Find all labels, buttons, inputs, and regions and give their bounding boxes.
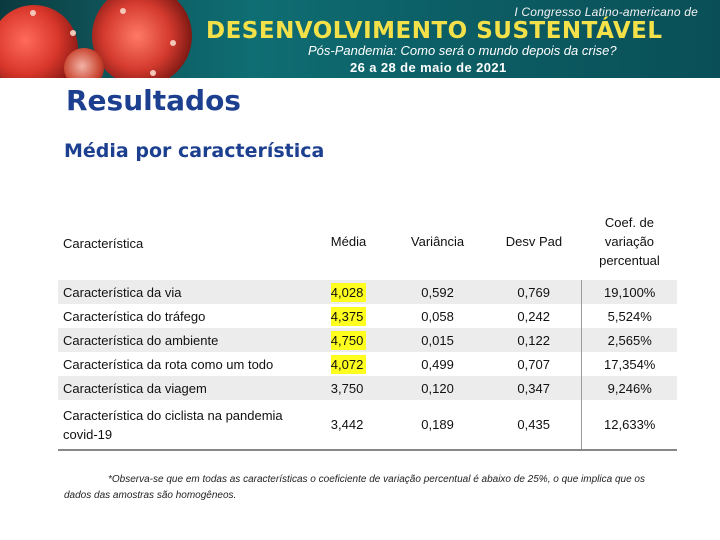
virus-spike <box>70 30 76 36</box>
table-row: Característica do ciclista na pandemia c… <box>58 400 677 450</box>
cell-std-dev: 0,707 <box>517 356 550 372</box>
table-row: Característica do ambiente 4,750 0,015 0,12… <box>58 328 677 352</box>
virus-illustration <box>92 0 192 78</box>
cell-std-dev: 0,435 <box>517 417 550 432</box>
cell-mean: 4,072 <box>313 352 389 376</box>
cell-mean: 4,028 <box>313 280 389 304</box>
cell-variance: 0,015 <box>421 332 454 348</box>
cell-std-dev: 0,769 <box>517 284 550 300</box>
header-variance: Variância <box>410 234 465 249</box>
virus-illustration <box>64 48 104 78</box>
cell-mean-highlight: 4,028 <box>330 282 367 302</box>
header-coef: Coef. de variação percentual <box>599 215 660 268</box>
virus-spike <box>120 8 126 14</box>
virus-spike <box>170 40 176 46</box>
results-table: Característica Média Variância Desv Pad … <box>58 203 677 451</box>
page-title: Resultados <box>66 84 241 117</box>
cell-characteristic: Característica do ambiente <box>63 332 219 348</box>
cell-coef: 2,565% <box>581 328 677 352</box>
cell-coef: 12,633% <box>581 400 677 450</box>
cell-mean-highlight: 4,072 <box>330 354 367 374</box>
cell-characteristic: Característica do ciclista na pandemia c… <box>63 407 283 442</box>
cell-variance: 0,058 <box>421 308 454 324</box>
header-std-dev: Desv Pad <box>505 234 563 249</box>
banner-title: DESENVOLVIMENTO SUSTENTÁVEL <box>206 18 663 44</box>
footnote-text: *Observa-se que em todas as característi… <box>64 474 645 501</box>
cell-characteristic: Característica do tráfego <box>63 308 206 324</box>
header-mean: Média <box>330 234 367 249</box>
cell-characteristic: Característica da rota como um todo <box>63 356 274 372</box>
cell-coef: 5,524% <box>581 304 677 328</box>
table-row: Característica da rota como um todo 4,072… <box>58 352 677 376</box>
table-row: Característica do tráfego 4,375 0,058 0,242… <box>58 304 677 328</box>
cell-mean: 3,442 <box>330 417 364 432</box>
cell-characteristic: Característica da viagem <box>63 380 207 396</box>
cell-mean: 3,750 <box>330 380 364 396</box>
cell-mean: 4,750 <box>313 328 389 352</box>
banner-subtitle-top: I Congresso Latino-americano de <box>514 5 698 19</box>
section-title: Média por característica <box>64 140 325 162</box>
event-banner: I Congresso Latino-americano de DESENVOL… <box>0 0 720 78</box>
cell-coef: 9,246% <box>581 376 677 400</box>
cell-mean-highlight: 4,750 <box>330 330 367 350</box>
table-body: Característica da via 4,028 0,592 0,769 19,1… <box>58 280 677 450</box>
cell-std-dev: 0,242 <box>517 308 550 324</box>
virus-spike <box>150 70 156 76</box>
cell-variance: 0,120 <box>421 380 454 396</box>
table-row: Característica da via 4,028 0,592 0,769 19,1… <box>58 280 677 304</box>
cell-std-dev: 0,347 <box>517 380 550 396</box>
cell-variance: 0,499 <box>421 356 454 372</box>
cell-coef: 17,354% <box>581 352 677 376</box>
header-characteristic: Característica <box>63 236 144 251</box>
banner-dates: 26 a 28 de maio de 2021 <box>350 60 507 75</box>
cell-variance: 0,189 <box>421 417 454 432</box>
cell-variance: 0,592 <box>421 284 454 300</box>
cell-mean-highlight: 4,375 <box>330 306 367 326</box>
cell-coef: 19,100% <box>581 280 677 304</box>
cell-std-dev: 0,122 <box>517 332 550 348</box>
table-row: Característica da viagem 3,750 0,120 0,347 9… <box>58 376 677 400</box>
table-header-row: Característica Média Variância Desv Pad … <box>58 203 677 280</box>
footnote: *Observa-se que em todas as característi… <box>64 472 674 504</box>
cell-characteristic: Característica da via <box>63 284 182 300</box>
virus-spike <box>30 10 36 16</box>
cell-mean: 4,375 <box>313 304 389 328</box>
banner-subtitle: Pós-Pandemia: Como será o mundo depois d… <box>308 43 617 58</box>
